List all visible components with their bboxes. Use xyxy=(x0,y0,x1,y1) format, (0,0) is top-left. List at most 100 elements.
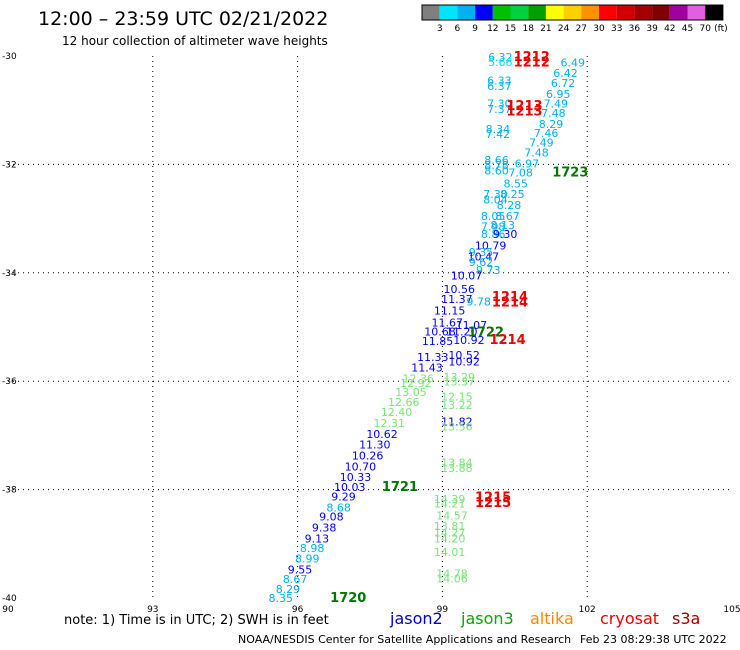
wave-height-value: 14.21 xyxy=(434,498,466,511)
colorbar-swatch xyxy=(705,5,723,20)
wave-height-value: 8.25 xyxy=(500,188,525,201)
colorbar-swatch xyxy=(528,5,546,20)
wave-height-value: 8.68 xyxy=(326,501,351,514)
data-points: 6.325.666.336.377.307.378.347.428.668.78… xyxy=(268,50,588,606)
colorbar-swatch xyxy=(652,5,670,20)
wave-height-value: 8.13 xyxy=(490,219,515,232)
colorbar-swatch xyxy=(422,5,440,20)
wave-height-value: 8.05 xyxy=(481,210,506,223)
x-tick-label: 96 xyxy=(292,605,304,615)
wave-height-value: 8.34 xyxy=(486,123,511,136)
wave-height-value: 11.07 xyxy=(456,319,488,332)
wave-height-value: 8.29 xyxy=(539,118,564,131)
wave-height-value: 10.33 xyxy=(340,471,372,484)
wave-height-value: 8.28 xyxy=(497,199,522,212)
colorbar-swatch xyxy=(545,5,564,20)
wave-height-value: 5.66 xyxy=(488,56,513,69)
colorbar-label: 15 xyxy=(505,24,516,34)
wave-height-value: 14.39 xyxy=(434,493,466,506)
wave-height-value: 7.30 xyxy=(483,188,508,201)
wave-height-value: 13.81 xyxy=(434,520,466,533)
colorbar-swatch xyxy=(581,5,599,20)
wave-height-value: 14.78 xyxy=(436,568,468,581)
colorbar-swatch xyxy=(475,5,493,20)
pass-time-label: 1723 xyxy=(552,166,588,181)
colorbar-label: 18 xyxy=(522,24,534,34)
pass-time-label: 1214 xyxy=(492,290,528,305)
y-tick-label: -40 xyxy=(2,594,17,604)
wave-height-value: 6.37 xyxy=(487,80,512,93)
y-tick-label: -32 xyxy=(2,160,17,170)
wave-height-value: 9.30 xyxy=(493,228,518,241)
colorbar-swatch xyxy=(439,5,458,20)
wave-height-value: 13.84 xyxy=(441,457,473,470)
colorbar-label: 27 xyxy=(576,24,587,34)
chart-title: 12:00 – 23:59 UTC 02/21/2022 xyxy=(38,8,328,30)
colorbar-swatch xyxy=(634,5,653,20)
wave-height-value: 11.30 xyxy=(359,439,391,452)
colorbar-label: 21 xyxy=(540,24,551,34)
wave-height-value: 14.06 xyxy=(436,572,468,585)
colorbar-label: 42 xyxy=(664,24,675,34)
wave-height-value: 9.73 xyxy=(476,264,501,277)
wave-height-value: 10.68 xyxy=(424,325,456,338)
pass-time-label: 1213 xyxy=(506,99,542,114)
wave-height-value: 8.55 xyxy=(504,177,529,190)
chart-subtitle: 12 hour collection of altimeter wave hei… xyxy=(62,34,328,48)
colorbar-swatch xyxy=(616,5,635,20)
wave-height-value: 7.46 xyxy=(534,127,559,140)
legend-s3a: s3a xyxy=(672,609,700,628)
x-tick-label: 93 xyxy=(147,605,158,615)
wave-height-value: 6.33 xyxy=(487,74,512,87)
wave-height-value: 11.20 xyxy=(446,325,478,338)
wave-height-value: 11.33 xyxy=(417,351,449,364)
legend-altika: altika xyxy=(530,609,574,628)
wave-height-value: 10.92 xyxy=(448,356,480,369)
wave-height-value: 6.32 xyxy=(488,51,513,64)
grid-lines xyxy=(8,56,732,598)
wave-height-value: 7.48 xyxy=(524,146,549,159)
wave-height-value: 9.55 xyxy=(288,563,313,576)
wave-height-value: 13.88 xyxy=(441,462,473,475)
wave-height-value: 10.52 xyxy=(448,349,480,362)
wave-height-value: 7.30 xyxy=(487,98,512,111)
wave-height-value: 9.08 xyxy=(319,511,344,524)
y-tick-label: -38 xyxy=(2,486,17,496)
pass-time-label: 1214 xyxy=(492,296,528,311)
colorbar-label: 30 xyxy=(593,24,605,34)
wave-height-value: 8.67 xyxy=(495,210,520,223)
pass-time-label: 1721 xyxy=(382,480,418,495)
wave-height-value: 10.47 xyxy=(468,251,500,264)
legend-jason3: jason3 xyxy=(460,609,514,628)
wave-height-value: 13.22 xyxy=(441,399,473,412)
wave-height-value: 10.62 xyxy=(366,428,398,441)
footer-credit: NOAA/NESDIS Center for Satellite Applica… xyxy=(238,633,571,646)
pass-time-label: 1212 xyxy=(514,56,550,71)
wave-height-value: 6.97 xyxy=(515,157,540,170)
wave-height-value: 10.56 xyxy=(444,283,476,296)
wave-height-value: 14.27 xyxy=(434,526,466,539)
pass-time-label: 1215 xyxy=(475,491,511,506)
colorbar-swatch xyxy=(492,5,511,20)
wave-height-value: 8.98 xyxy=(300,542,325,555)
colorbar-label: 39 xyxy=(646,24,658,34)
y-tick-label: -34 xyxy=(2,269,17,279)
wave-height-value: 6.72 xyxy=(551,77,576,90)
wave-height-value: 7.98 xyxy=(481,221,506,234)
wave-height-value: 8.67 xyxy=(283,573,308,586)
colorbar-swatch xyxy=(510,5,529,20)
wave-height-value: 8.99 xyxy=(295,552,320,565)
colorbar-label: 33 xyxy=(611,24,622,34)
wave-height-value: 6.49 xyxy=(560,57,585,70)
colorbar-label: 24 xyxy=(558,24,570,34)
wave-height-value: 10.79 xyxy=(475,240,507,253)
wave-height-value: 11.67 xyxy=(431,317,463,330)
colorbar-swatch xyxy=(687,5,706,20)
colorbar-label: 12 xyxy=(487,24,498,34)
wave-height-value: 8.04 xyxy=(483,194,508,207)
wave-height-value: 12.66 xyxy=(388,396,420,409)
y-tick-label: -36 xyxy=(2,377,17,387)
wave-height-value: 14.01 xyxy=(434,546,466,559)
wave-height-value: 8.86 xyxy=(481,228,506,241)
wave-height-value: 9.29 xyxy=(331,491,356,504)
